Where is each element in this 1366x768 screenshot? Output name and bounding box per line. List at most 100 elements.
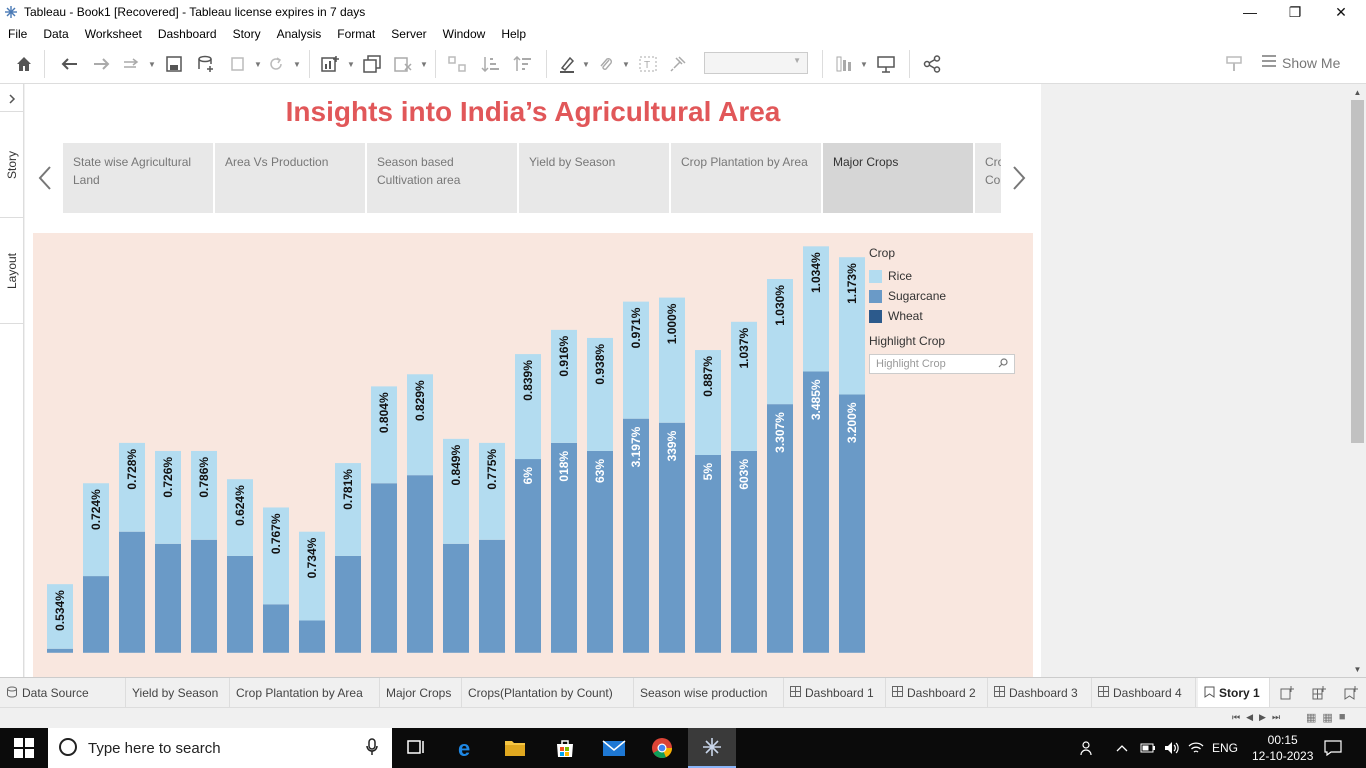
group-members-icon[interactable] <box>596 54 616 74</box>
bar-sugarcane[interactable] <box>479 539 505 653</box>
bar-sugarcane[interactable] <box>695 455 721 653</box>
tab-dashboard[interactable]: Dashboard 1 <box>784 678 886 708</box>
menu-analysis[interactable]: Analysis <box>276 27 322 41</box>
windows-start-icon[interactable] <box>14 738 34 761</box>
new-worksheet-tab-icon[interactable] <box>1274 678 1302 708</box>
bar-rice[interactable] <box>263 507 289 605</box>
bar-sugarcane[interactable] <box>227 555 253 653</box>
presentation-mode-icon[interactable] <box>876 54 896 74</box>
redo-icon[interactable] <box>91 54 111 74</box>
microphone-icon[interactable] <box>366 737 378 759</box>
file-explorer-icon[interactable] <box>504 738 526 761</box>
story-point-partial[interactable]: Cro Cou <box>975 143 1001 213</box>
bar-rice[interactable] <box>803 246 829 372</box>
previous-story-point-icon[interactable] <box>33 160 57 196</box>
bar-rice[interactable] <box>155 450 181 544</box>
first-tab-icon[interactable]: ⏮ <box>1232 712 1241 722</box>
format-painter-icon[interactable] <box>1224 54 1244 74</box>
tab-sheet[interactable]: Season wise production <box>634 678 784 708</box>
bar-rice[interactable] <box>299 531 325 621</box>
bar-sugarcane[interactable] <box>803 371 829 653</box>
bar-sugarcane[interactable] <box>515 459 541 653</box>
legend-item-rice[interactable]: Rice <box>869 266 1039 286</box>
fit-icon[interactable] <box>836 54 856 74</box>
show-me-button[interactable]: Show Me <box>1262 54 1340 71</box>
bar-sugarcane[interactable] <box>551 442 577 653</box>
duplicate-sheet-icon[interactable] <box>362 54 382 74</box>
next-story-point-icon[interactable] <box>1007 160 1031 196</box>
bar-rice[interactable] <box>83 483 109 577</box>
bar-rice[interactable] <box>839 257 865 395</box>
tab-dashboard[interactable]: Dashboard 4 <box>1092 678 1196 708</box>
bar-rice[interactable] <box>551 329 577 443</box>
bar-rice[interactable] <box>767 279 793 405</box>
highlight-crop-input[interactable]: Highlight Crop <box>869 354 1015 374</box>
legend-item-sugarcane[interactable]: Sugarcane <box>869 286 1039 306</box>
tab-dashboard[interactable]: Dashboard 2 <box>886 678 988 708</box>
story-point[interactable]: Yield by Season <box>519 143 669 213</box>
menu-worksheet[interactable]: Worksheet <box>84 27 142 41</box>
story-point[interactable]: Crop Plantation by Area <box>671 143 821 213</box>
bar-sugarcane[interactable] <box>443 543 469 653</box>
tabs-view-icon[interactable]: ■ <box>1338 711 1346 723</box>
bar-rice[interactable] <box>443 438 469 544</box>
people-icon[interactable] <box>1080 728 1096 768</box>
mail-icon[interactable] <box>602 738 626 761</box>
bar-sugarcane[interactable] <box>47 648 73 653</box>
scroll-up-icon[interactable]: ▲ <box>1353 87 1362 97</box>
volume-icon[interactable] <box>1164 728 1180 768</box>
new-worksheet-icon[interactable] <box>320 54 340 74</box>
menu-file[interactable]: File <box>8 27 28 41</box>
clock[interactable]: 00:15 12-10-2023 <box>1252 728 1313 768</box>
bar-sugarcane[interactable] <box>155 543 181 653</box>
new-dashboard-tab-icon[interactable] <box>1306 678 1334 708</box>
save-icon[interactable] <box>164 54 184 74</box>
story-point[interactable]: State wise Agricultural Land <box>63 143 213 213</box>
last-tab-icon[interactable]: ⏭ <box>1271 712 1281 722</box>
tab-layout[interactable]: Layout <box>0 218 24 324</box>
bar-sugarcane[interactable] <box>191 539 217 653</box>
clear-sheet-icon[interactable] <box>393 54 413 74</box>
bar-sugarcane[interactable] <box>767 404 793 653</box>
expand-panel-icon[interactable] <box>0 86 24 112</box>
bar-sugarcane[interactable] <box>83 576 109 653</box>
bar-rice[interactable] <box>227 479 253 556</box>
menu-server[interactable]: Server <box>391 27 427 41</box>
swap-icon[interactable] <box>447 54 467 74</box>
bar-rice[interactable] <box>623 301 649 419</box>
tableau-taskbar-icon[interactable] <box>688 728 736 768</box>
legend-item-wheat[interactable]: Wheat <box>869 306 1039 326</box>
language-indicator[interactable]: ENG <box>1212 741 1239 755</box>
tab-story-1[interactable]: Story 1 <box>1198 678 1270 708</box>
new-story-tab-icon[interactable] <box>1338 678 1366 708</box>
scrollbar-thumb[interactable] <box>1351 100 1364 443</box>
bar-rice[interactable] <box>479 442 505 540</box>
bar-rice[interactable] <box>731 321 757 451</box>
scroll-down-icon[interactable]: ▼ <box>1353 664 1362 674</box>
fix-axes-icon[interactable] <box>668 54 688 74</box>
refresh-icon[interactable] <box>266 54 286 74</box>
wifi-icon[interactable] <box>1188 728 1204 768</box>
film-strip-icon[interactable]: ▦ <box>1306 712 1317 724</box>
pause-updates-icon[interactable] <box>228 54 248 74</box>
chevron-up-icon[interactable] <box>1116 728 1128 768</box>
story-point[interactable]: Season based Cultivation area <box>367 143 517 213</box>
tab-sheet[interactable]: Crops(Plantation by Count) <box>462 678 634 708</box>
bar-rice[interactable] <box>587 337 613 451</box>
bar-rice[interactable] <box>47 584 73 649</box>
bar-sugarcane[interactable] <box>407 475 433 653</box>
share-icon[interactable] <box>922 54 942 74</box>
bar-rice[interactable] <box>335 463 361 556</box>
bar-rice[interactable] <box>695 350 721 455</box>
bar-sugarcane[interactable] <box>659 422 685 653</box>
bar-rice[interactable] <box>119 442 145 532</box>
menu-help[interactable]: Help <box>501 27 526 41</box>
undo-icon[interactable] <box>60 54 80 74</box>
bar-sugarcane[interactable] <box>839 394 865 653</box>
bar-sugarcane[interactable] <box>587 450 613 653</box>
restore-button[interactable]: ❐ <box>1288 3 1302 20</box>
new-datasource-icon[interactable] <box>196 54 216 74</box>
tab-sheet[interactable]: Major Crops <box>380 678 462 708</box>
bar-sugarcane[interactable] <box>299 620 325 653</box>
bar-sugarcane[interactable] <box>263 604 289 653</box>
